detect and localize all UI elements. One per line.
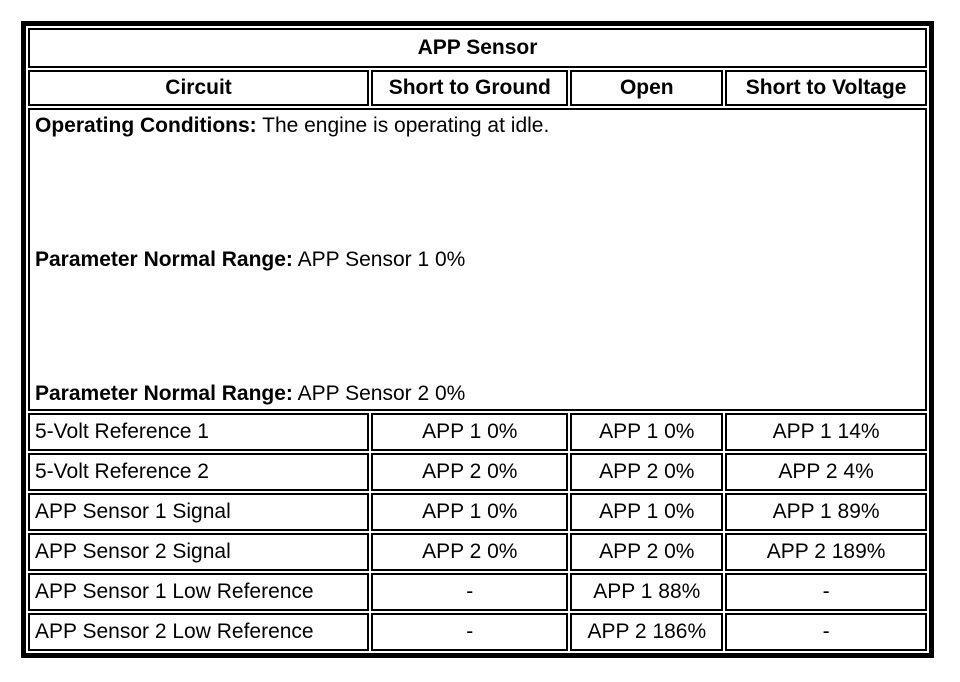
operating-conditions-text: The engine is operating at idle. xyxy=(256,113,550,137)
col-header-short-to-ground: Short to Ground xyxy=(371,70,569,106)
cell-short-to-ground: APP 1 0% xyxy=(371,493,569,531)
cell-open: APP 1 0% xyxy=(570,413,724,451)
parameter-normal-range-1: Parameter Normal Range: APP Sensor 1 0% xyxy=(35,247,920,272)
cell-short-to-ground: APP 2 0% xyxy=(371,453,569,491)
table-row: APP Sensor 1 Signal APP 1 0% APP 1 0% AP… xyxy=(28,493,927,531)
cell-circuit: 5-Volt Reference 1 xyxy=(28,413,370,451)
cell-short-to-ground: - xyxy=(371,573,569,611)
cell-short-to-ground: - xyxy=(371,613,569,651)
cell-open: APP 1 0% xyxy=(570,493,724,531)
cell-short-to-ground: APP 1 0% xyxy=(371,413,569,451)
cell-short-to-voltage: - xyxy=(725,573,927,611)
operating-conditions-label: Operating Conditions: xyxy=(35,113,257,137)
column-header-row: Circuit Short to Ground Open Short to Vo… xyxy=(28,70,927,106)
col-header-open: Open xyxy=(570,70,724,106)
parameter-normal-range-2-label: Parameter Normal Range: xyxy=(35,382,293,406)
conditions-row: Operating Conditions: The engine is oper… xyxy=(28,108,927,411)
col-header-circuit: Circuit xyxy=(28,70,370,106)
table-title: APP Sensor xyxy=(28,28,927,68)
app-sensor-table: APP Sensor Circuit Short to Ground Open … xyxy=(21,21,934,658)
title-row: APP Sensor xyxy=(28,28,927,68)
cell-circuit: APP Sensor 1 Signal xyxy=(28,493,370,531)
cell-circuit: APP Sensor 1 Low Reference xyxy=(28,573,370,611)
cell-short-to-voltage: APP 2 189% xyxy=(725,533,927,571)
cell-open: APP 1 88% xyxy=(570,573,724,611)
cell-short-to-voltage: APP 1 14% xyxy=(725,413,927,451)
parameter-normal-range-1-text: APP Sensor 1 0% xyxy=(292,247,466,271)
col-header-short-to-voltage: Short to Voltage xyxy=(725,70,927,106)
cell-short-to-voltage: APP 2 4% xyxy=(725,453,927,491)
parameter-normal-range-2: Parameter Normal Range: APP Sensor 2 0% xyxy=(35,381,920,406)
operating-conditions: Operating Conditions: The engine is oper… xyxy=(35,113,920,138)
table-row: APP Sensor 1 Low Reference - APP 1 88% - xyxy=(28,573,927,611)
cell-circuit: APP Sensor 2 Signal xyxy=(28,533,370,571)
conditions-cell: Operating Conditions: The engine is oper… xyxy=(28,108,927,411)
cell-short-to-voltage: APP 1 89% xyxy=(725,493,927,531)
cell-circuit: APP Sensor 2 Low Reference xyxy=(28,613,370,651)
parameter-normal-range-1-label: Parameter Normal Range: xyxy=(35,247,293,271)
cell-open: APP 2 0% xyxy=(570,533,724,571)
table-row: APP Sensor 2 Low Reference - APP 2 186% … xyxy=(28,613,927,651)
parameter-normal-range-2-text: APP Sensor 2 0% xyxy=(292,382,466,406)
cell-short-to-voltage: - xyxy=(725,613,927,651)
cell-open: APP 2 186% xyxy=(570,613,724,651)
cell-short-to-ground: APP 2 0% xyxy=(371,533,569,571)
table-row: 5-Volt Reference 2 APP 2 0% APP 2 0% APP… xyxy=(28,453,927,491)
cell-circuit: 5-Volt Reference 2 xyxy=(28,453,370,491)
cell-open: APP 2 0% xyxy=(570,453,724,491)
table-row: 5-Volt Reference 1 APP 1 0% APP 1 0% APP… xyxy=(28,413,927,451)
table-row: APP Sensor 2 Signal APP 2 0% APP 2 0% AP… xyxy=(28,533,927,571)
